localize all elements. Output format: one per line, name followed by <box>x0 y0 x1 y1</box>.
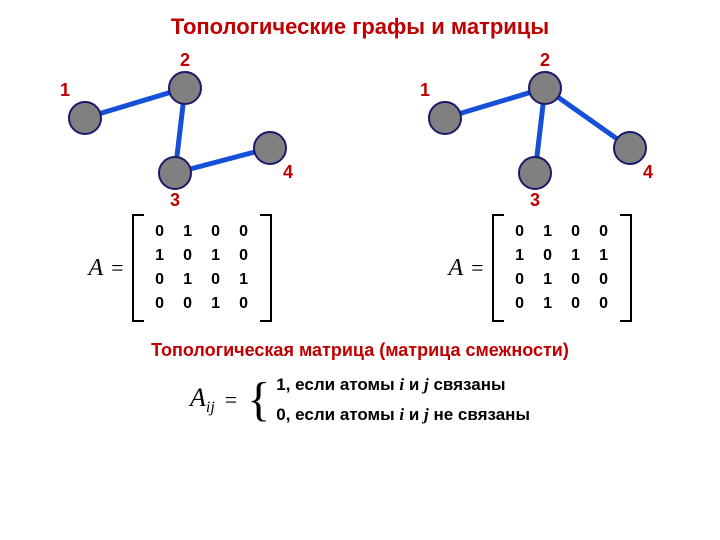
matrix-cell-value: 0 <box>230 292 258 316</box>
aij-symbol: Aij <box>190 383 215 417</box>
matrix-right-table: 0100101101000100 <box>506 220 618 316</box>
case1-suffix: связаны <box>429 375 506 394</box>
graph-node-label: 1 <box>60 80 70 100</box>
matrix-label-right: A <box>448 255 463 282</box>
graph-node <box>254 132 286 164</box>
def-eq: = <box>225 387 237 413</box>
graph-node <box>159 157 191 189</box>
graph-row: 1 2 3 4 1 2 3 4 <box>0 48 720 208</box>
matrix-cell-value: 0 <box>562 292 590 316</box>
matrix-cell-value: 1 <box>174 268 202 292</box>
graph-node-label: 2 <box>180 50 190 70</box>
graph-node <box>614 132 646 164</box>
matrix-cell-value: 1 <box>562 244 590 268</box>
table-row: 0100 <box>146 220 258 244</box>
matrix-cell-value: 0 <box>590 220 618 244</box>
graph-left: 1 2 3 4 <box>25 48 335 208</box>
matrix-cell-value: 0 <box>506 220 534 244</box>
table-row: 1011 <box>506 244 618 268</box>
case-1: 1, если атомы i и j связаны <box>276 375 530 395</box>
graph-node <box>69 102 101 134</box>
case1-mid: и <box>404 375 424 394</box>
matrix-cell-value: 0 <box>534 244 562 268</box>
eq-right: = <box>471 255 483 281</box>
matrix-cell-value: 0 <box>506 268 534 292</box>
aij-main: A <box>190 383 206 412</box>
matrix-cell-value: 1 <box>146 244 174 268</box>
cases: 1, если атомы i и j связаны 0, если атом… <box>276 375 530 425</box>
brace-icon: { <box>247 376 270 424</box>
matrix-cell-value: 0 <box>146 220 174 244</box>
graph-node <box>429 102 461 134</box>
table-row: 0100 <box>506 292 618 316</box>
matrix-cell-value: 1 <box>590 244 618 268</box>
matrix-cell-value: 0 <box>506 292 534 316</box>
matrix-left-box: 0100101001010010 <box>132 214 272 322</box>
graph-right: 1 2 3 4 <box>385 48 695 208</box>
graph-node-label: 4 <box>283 162 293 182</box>
graph-node <box>169 72 201 104</box>
eq-left: = <box>111 255 123 281</box>
matrix-cell-value: 0 <box>146 292 174 316</box>
case-0: 0, если атомы i и j не связаны <box>276 405 530 425</box>
matrix-cell-value: 0 <box>590 268 618 292</box>
matrix-row: A = 0100101001010010 A = 010010110100010… <box>0 214 720 322</box>
case0-prefix: 0, если атомы <box>276 405 399 424</box>
matrix-cell-value: 1 <box>506 244 534 268</box>
matrix-cell-value: 0 <box>562 220 590 244</box>
case0-suffix: не связаны <box>429 405 530 424</box>
matrix-cell-value: 0 <box>202 268 230 292</box>
matrix-cell-value: 0 <box>174 292 202 316</box>
matrix-cell-value: 1 <box>202 244 230 268</box>
matrix-cell-value: 0 <box>230 244 258 268</box>
brace-box: { 1, если атомы i и j связаны 0, если ат… <box>247 375 530 425</box>
matrix-right-cell: A = 0100101101000100 <box>385 214 695 322</box>
bracket-right-r <box>620 214 632 322</box>
bracket-right <box>260 214 272 322</box>
table-row: 0100 <box>506 220 618 244</box>
matrix-cell-value: 1 <box>534 220 562 244</box>
matrix-left-table: 0100101001010010 <box>146 220 258 316</box>
graph-node-label: 1 <box>420 80 430 100</box>
matrix-cell-value: 0 <box>174 244 202 268</box>
matrix-cell-value: 1 <box>230 268 258 292</box>
definition: Aij = { 1, если атомы i и j связаны 0, е… <box>0 375 720 425</box>
matrix-right-box: 0100101101000100 <box>492 214 632 322</box>
case1-prefix: 1, если атомы <box>276 375 399 394</box>
graph-node-label: 3 <box>530 190 540 208</box>
bracket-left <box>132 214 144 322</box>
matrix-cell-value: 0 <box>202 220 230 244</box>
graph-node-label: 2 <box>540 50 550 70</box>
table-row: 1010 <box>146 244 258 268</box>
matrix-cell-value: 0 <box>146 268 174 292</box>
matrix-cell-value: 0 <box>562 268 590 292</box>
matrix-cell-value: 1 <box>174 220 202 244</box>
matrix-cell-value: 0 <box>590 292 618 316</box>
matrix-cell-value: 1 <box>202 292 230 316</box>
table-row: 0010 <box>146 292 258 316</box>
graph-node-label: 4 <box>643 162 653 182</box>
aij-sub: ij <box>206 399 215 416</box>
case0-mid: и <box>404 405 424 424</box>
subcaption: Топологическая матрица (матрица смежност… <box>0 340 720 361</box>
table-row: 0100 <box>506 268 618 292</box>
matrix-cell-value: 1 <box>534 268 562 292</box>
table-row: 0101 <box>146 268 258 292</box>
page-title: Топологические графы и матрицы <box>0 0 720 40</box>
graph-node-label: 3 <box>170 190 180 208</box>
graph-node <box>529 72 561 104</box>
bracket-left-r <box>492 214 504 322</box>
matrix-label-left: A <box>88 255 103 282</box>
matrix-cell-value: 1 <box>534 292 562 316</box>
matrix-cell-value: 0 <box>230 220 258 244</box>
matrix-left-cell: A = 0100101001010010 <box>25 214 335 322</box>
graph-node <box>519 157 551 189</box>
